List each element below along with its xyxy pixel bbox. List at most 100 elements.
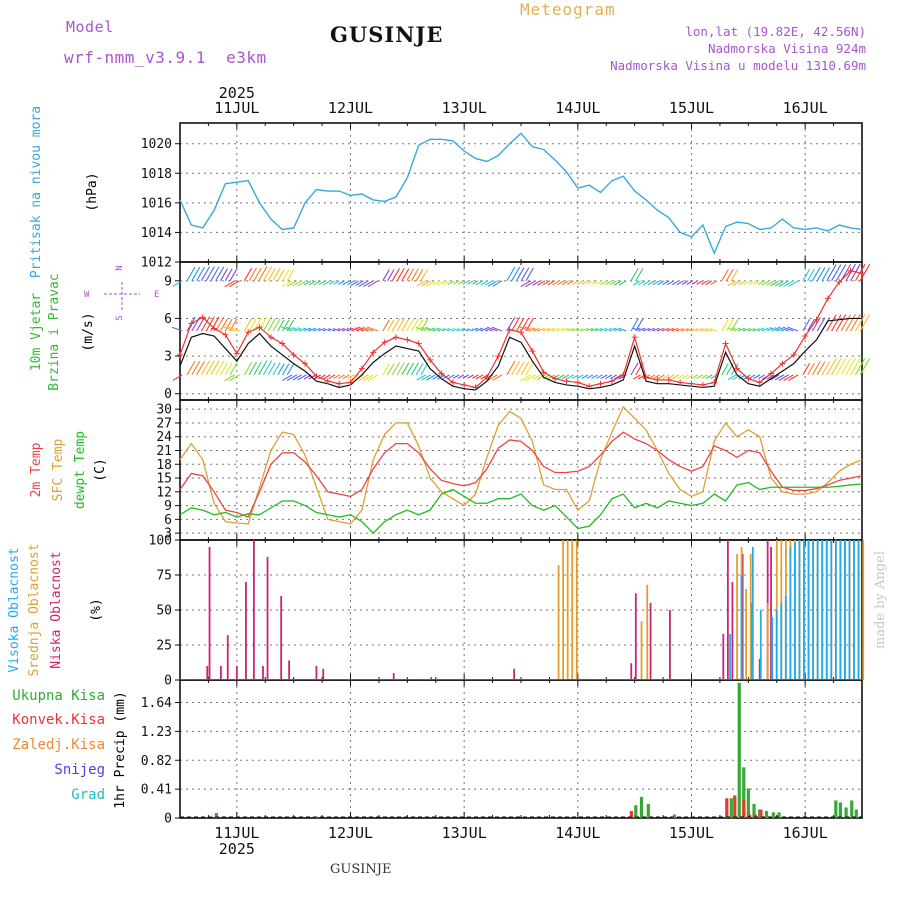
wind-barb xyxy=(831,314,842,332)
wind-gust-marker xyxy=(279,340,286,347)
wind-barb xyxy=(676,280,684,286)
wind-barb xyxy=(421,374,431,381)
wind-gust-marker xyxy=(552,375,559,382)
wind-barb xyxy=(595,374,603,379)
wind-barb xyxy=(840,358,852,376)
wind-barb xyxy=(520,317,530,332)
wind-barb xyxy=(691,280,699,285)
wind-barb xyxy=(436,327,446,332)
wind-barb xyxy=(700,280,708,285)
wind-barb xyxy=(637,280,646,286)
wind-barb xyxy=(426,280,436,287)
wind-barb xyxy=(859,263,871,282)
wind-barb xyxy=(758,280,765,285)
wind-barb xyxy=(248,267,257,282)
wind-gust-marker xyxy=(790,351,797,358)
wind-barb xyxy=(671,280,680,286)
wind-barb xyxy=(705,280,713,285)
wind-barb xyxy=(520,374,532,382)
wind-barb xyxy=(286,280,298,287)
year-label-top: 2025 xyxy=(219,84,255,102)
wind-barb xyxy=(462,374,469,379)
wind-barb xyxy=(637,327,646,332)
wind-barb xyxy=(462,328,469,332)
y-tick-label: 0 xyxy=(164,812,172,827)
wind-barb xyxy=(605,374,613,380)
wind-barb xyxy=(738,327,746,332)
x-day-label-top: 15JUL xyxy=(669,99,714,117)
wind-barb xyxy=(219,268,228,282)
wind-barb xyxy=(811,267,821,282)
wind-barb xyxy=(567,280,575,285)
precip-bar-convective xyxy=(747,814,752,818)
cloud-unit: (%) xyxy=(89,598,104,621)
wind-barb xyxy=(630,318,639,332)
wind-barb xyxy=(328,374,336,379)
wind-barb xyxy=(303,327,312,332)
wind-gust-marker xyxy=(415,340,422,347)
model-label: Model xyxy=(66,18,114,36)
wind-gust-marker xyxy=(859,270,865,277)
wind-barb xyxy=(253,361,262,376)
wind-barb xyxy=(346,327,355,332)
y-tick-label: 3 xyxy=(164,350,172,365)
wind-barb xyxy=(632,327,641,332)
wind-barb xyxy=(200,266,211,282)
model-name: wrf-nmm_v3.9.1 e3km xyxy=(64,48,267,67)
wind-barb xyxy=(282,280,293,287)
precip-bar-total xyxy=(838,802,843,818)
precip-bar-total xyxy=(834,800,838,818)
wind-barb xyxy=(609,374,617,380)
wind-barbs xyxy=(171,263,871,382)
wind-barb xyxy=(415,268,424,282)
wind-barb xyxy=(666,327,675,332)
wind-barb xyxy=(205,316,215,332)
precip-legend-1: Konvek.Kisa xyxy=(12,712,105,728)
y-tick-label: 100 xyxy=(149,534,172,549)
wind-barb xyxy=(362,280,374,288)
wind-barb xyxy=(835,314,847,332)
wind-barb xyxy=(520,361,530,376)
wind-barb xyxy=(835,264,847,282)
wind-gust-marker xyxy=(302,360,309,367)
wind-barb xyxy=(710,280,718,285)
wind-barb xyxy=(831,358,842,376)
precip-bar-total xyxy=(746,788,750,818)
wind-barb xyxy=(618,280,627,286)
wind-barb xyxy=(591,374,598,379)
wind-barb xyxy=(835,358,847,376)
wind-barb xyxy=(272,362,281,376)
wind-barb xyxy=(850,263,861,282)
wind-barb xyxy=(228,326,240,332)
wind-gust-marker xyxy=(188,320,195,327)
wind-barb xyxy=(766,374,775,380)
wind-barb xyxy=(633,280,641,286)
wind-gust-marker xyxy=(620,371,627,378)
wind-barb xyxy=(297,374,307,381)
wind-barb xyxy=(761,280,770,286)
wind-barb xyxy=(342,374,350,380)
wind-gust-marker xyxy=(665,376,672,383)
wind-barb xyxy=(753,374,761,380)
wind-barb xyxy=(686,280,694,285)
precip-bar-total xyxy=(646,803,650,818)
wind-barb xyxy=(700,374,708,379)
wind-barb xyxy=(196,266,206,282)
year-label-bottom: 2025 xyxy=(219,840,255,858)
wind-barb xyxy=(292,374,302,381)
wind-barb xyxy=(774,374,785,381)
wind-gust-marker xyxy=(267,334,274,341)
wind-barb xyxy=(229,268,238,282)
wind-barb xyxy=(342,327,350,332)
x-day-label-top: 14JUL xyxy=(555,99,600,117)
wind-gust-marker xyxy=(483,374,490,381)
wind-barb xyxy=(671,374,680,380)
precip-bar-total xyxy=(639,796,644,818)
wind-barb xyxy=(437,280,446,286)
wind-gust-marker xyxy=(427,356,434,363)
precip-legend-2: Zaledj.Kisa xyxy=(12,737,105,753)
wind-unit: (m/s) xyxy=(81,312,96,351)
wind-barb xyxy=(630,268,639,282)
wind-barb xyxy=(267,318,276,332)
wind-speed-line xyxy=(179,317,862,391)
